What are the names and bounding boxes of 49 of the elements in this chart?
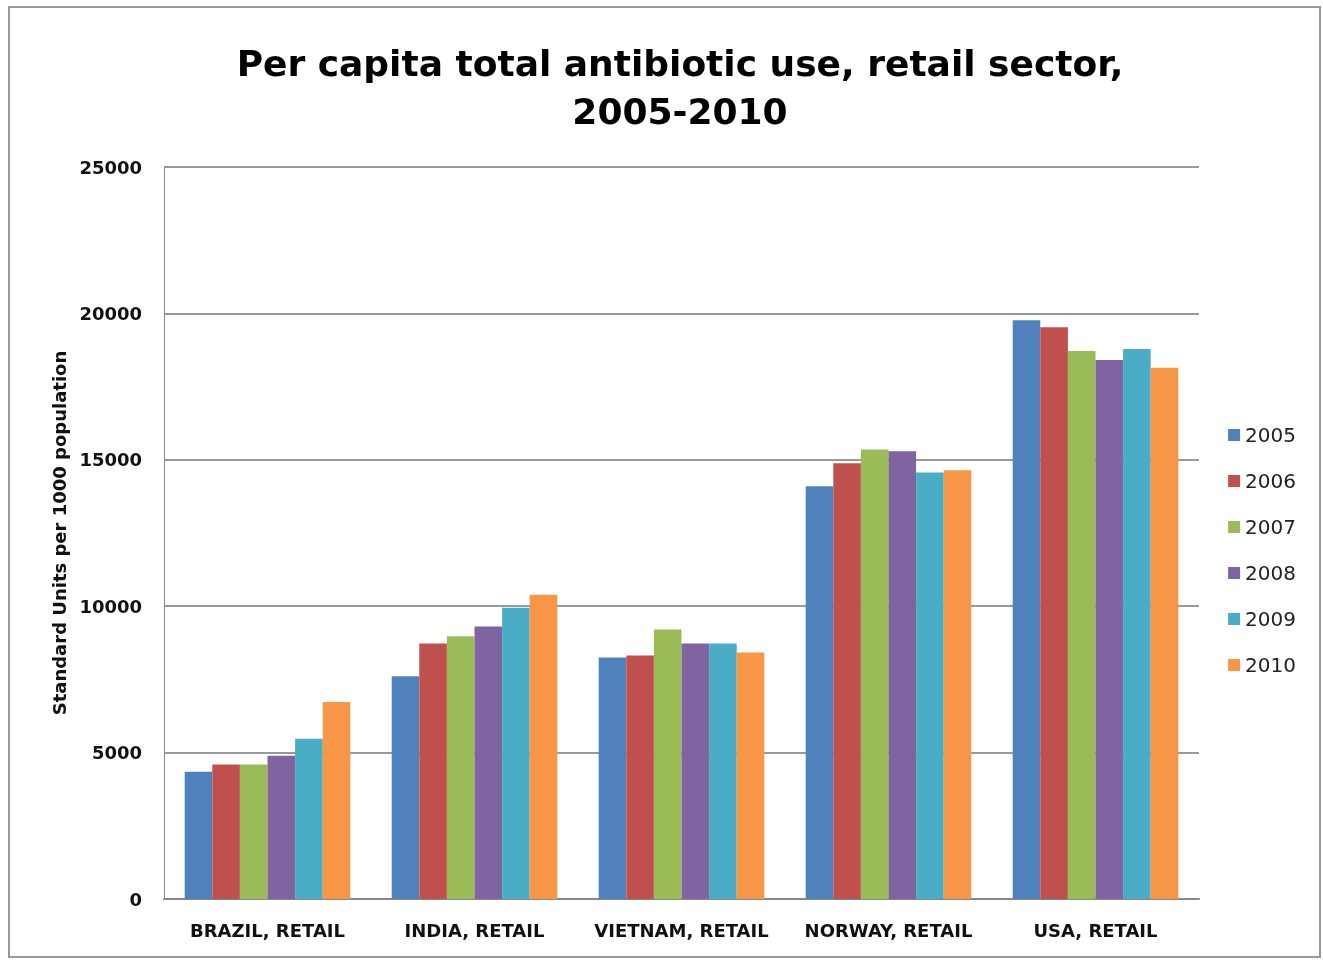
bar (502, 607, 530, 899)
bar (295, 738, 323, 899)
bar (212, 764, 240, 899)
legend-label: 2006 (1245, 469, 1297, 493)
bar (653, 629, 682, 899)
bar (1095, 359, 1124, 899)
bar (626, 655, 654, 899)
bar (709, 643, 737, 899)
bar (1040, 327, 1068, 899)
x-tick-label: BRAZIL, RETAIL (190, 919, 345, 941)
bar (805, 486, 834, 899)
legend-label: 2008 (1245, 561, 1297, 585)
x-tick-label: INDIA, RETAIL (404, 919, 545, 941)
bar (598, 657, 627, 899)
x-tick-label: VIETNAM, RETAIL (594, 919, 769, 941)
bar (736, 652, 765, 899)
bar (474, 626, 503, 899)
y-tick-label: 5000 (91, 742, 142, 764)
bar (833, 463, 861, 899)
bar (888, 451, 917, 899)
bar (1067, 350, 1096, 899)
legend-label: 2009 (1245, 607, 1297, 631)
bar (391, 676, 420, 899)
bar (446, 636, 475, 899)
bar (267, 755, 296, 899)
y-tick-label: 20000 (79, 302, 142, 324)
bar (184, 771, 213, 899)
legend-label: 2010 (1245, 653, 1297, 677)
bar (943, 470, 972, 899)
y-tick-label: 25000 (79, 156, 142, 178)
legend-label: 2007 (1245, 515, 1297, 539)
bar (239, 764, 268, 899)
bar (681, 643, 710, 899)
bar (1150, 367, 1179, 899)
bar (916, 472, 944, 899)
y-tick-label: 0 (129, 888, 142, 910)
bar (860, 449, 889, 899)
bar (419, 643, 447, 899)
bar (529, 594, 558, 899)
bar (322, 701, 351, 899)
y-tick-label: 10000 (79, 595, 142, 617)
y-tick-label: 15000 (79, 449, 142, 471)
x-tick-label: USA, RETAIL (1033, 919, 1158, 941)
y-axis-title: Standard Units per 1000 population (48, 350, 70, 716)
x-tick-label: NORWAY, RETAIL (804, 919, 973, 941)
bar (1123, 349, 1151, 899)
legend-label: 2005 (1245, 423, 1297, 447)
bar (1012, 320, 1041, 899)
chart-title: Per capita total antibiotic use, retail sector, 2005-2010 (236, 42, 1124, 132)
